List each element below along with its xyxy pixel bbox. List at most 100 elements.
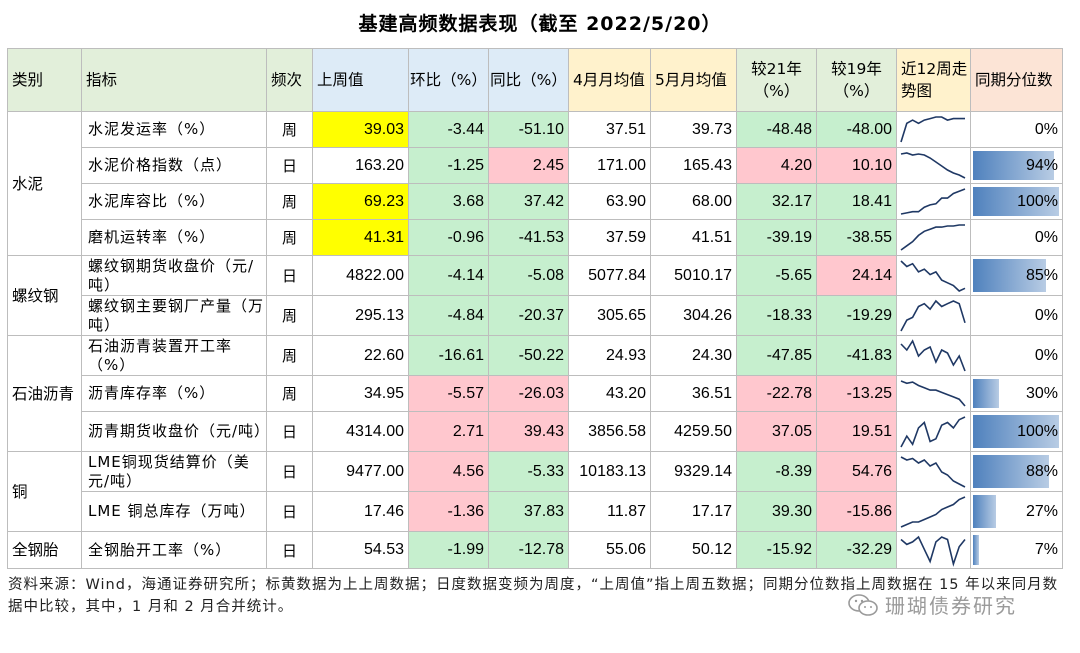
sparkline [900, 380, 966, 407]
apr-avg-cell: 63.90 [568, 183, 651, 220]
sparkline-cell [896, 335, 971, 376]
sparkline [900, 259, 966, 292]
percentile-cell: 0% [970, 295, 1063, 336]
yoy-cell: 37.42 [488, 183, 569, 220]
apr-avg-cell: 305.65 [568, 295, 651, 336]
vs21-cell: 4.20 [736, 147, 817, 184]
yoy-cell: -50.22 [488, 335, 569, 376]
category-cell: 铜 [7, 451, 82, 532]
percentile-cell: 100% [970, 183, 1063, 220]
yoy-cell: -26.03 [488, 375, 569, 412]
vs19-cell: -19.29 [816, 295, 897, 336]
sparkline-cell [896, 111, 971, 148]
last-week-cell: 9477.00 [312, 451, 409, 492]
table-title: 基建高频数据表现（截至 2022/5/20） [358, 13, 722, 35]
sparkline-cell [896, 491, 971, 532]
table-row: 螺纹钢主要钢厂产量（万吨）周 295.13 -4.84 -20.37 305.65 304… [8, 295, 1063, 336]
percentile-bar [973, 187, 1059, 216]
last-week-cell: 22.60 [312, 335, 409, 376]
header-row: 类别 指标 频次 上周值 环比（%） 同比（%） 4月月均值 5月月均值 较21… [7, 48, 1063, 112]
vs21-cell: -48.48 [736, 111, 817, 148]
yoy-cell: 39.43 [488, 411, 569, 452]
vs21-cell: -18.33 [736, 295, 817, 336]
sparkline-cell [896, 531, 971, 569]
sparkline [900, 188, 966, 215]
may-avg-cell: 17.17 [650, 491, 737, 532]
percentile-cell: 94% [970, 147, 1063, 184]
vs19-cell: -41.83 [816, 335, 897, 376]
sparkline-cell [896, 219, 971, 256]
sparkline-path [900, 338, 966, 371]
frequency-cell: 日 [266, 147, 313, 184]
wechat-icon [848, 593, 878, 616]
sparkline-cell [896, 451, 971, 492]
frequency-cell: 周 [266, 219, 313, 256]
sparkline [900, 116, 965, 143]
apr-avg-cell: 171.00 [568, 147, 651, 184]
table-row: 全钢胎 全钢胎开工率（%）日 54.53 -1.99 -12.78 55.06 50.12-… [7, 531, 1063, 569]
category-cell: 石油沥青 [7, 335, 82, 452]
mom-cell: -1.36 [408, 491, 489, 532]
percentile-bar [973, 151, 1054, 180]
table-row: 铜 LME铜现货结算价（美元/吨）日 9477.00 4.56 -5.33 10183.1… [7, 451, 1063, 532]
percentile-cell: 100% [970, 411, 1063, 452]
header-category: 类别 [7, 48, 82, 112]
last-week-cell: 41.31 [312, 219, 409, 256]
category-cell: 全钢胎 [7, 531, 82, 569]
sparkline-cell [896, 411, 971, 452]
mom-cell: -3.44 [408, 111, 489, 148]
table-row: 磨机运转率（%）周 41.31 -0.96 -41.53 37.59 41.51 -39.1… [8, 219, 1063, 256]
may-avg-cell: 50.12 [650, 531, 737, 569]
header-yoy: 同比（%） [488, 48, 569, 112]
sparkline [900, 415, 966, 447]
frequency-cell: 日 [266, 491, 313, 532]
may-avg-cell: 5010.17 [650, 255, 737, 296]
sparkline [900, 535, 966, 567]
yoy-cell: -51.10 [488, 111, 569, 148]
indicator-cell: 水泥库容比（%） [81, 183, 267, 220]
frequency-cell: 周 [266, 295, 313, 336]
frequency-cell: 日 [266, 531, 313, 569]
percentile-bar [973, 415, 1059, 448]
indicator-cell: 沥青期货收盘价（元/吨） [81, 411, 267, 452]
percentile-value: 0% [1034, 228, 1058, 246]
mom-cell: 2.71 [408, 411, 489, 452]
percentile-value: 27% [1025, 502, 1058, 520]
indicator-cell: 水泥价格指数（点） [81, 147, 267, 184]
header-indicator: 指标 [81, 48, 267, 112]
sparkline-cell [896, 147, 971, 184]
vs19-cell: 18.41 [816, 183, 897, 220]
may-avg-cell: 165.43 [650, 147, 737, 184]
indicator-cell: 螺纹钢主要钢厂产量（万吨） [81, 295, 267, 336]
vs19-cell: -15.86 [816, 491, 897, 532]
mom-cell: -4.84 [408, 295, 489, 336]
mom-cell: -16.61 [408, 335, 489, 376]
vs19-cell: 54.76 [816, 451, 897, 492]
may-avg-cell: 39.73 [650, 111, 737, 148]
mom-cell: -1.25 [408, 147, 489, 184]
vs19-cell: -48.00 [816, 111, 897, 148]
may-avg-cell: 24.30 [650, 335, 737, 376]
frequency-cell: 周 [266, 183, 313, 220]
yoy-cell: -20.37 [488, 295, 569, 336]
vs19-cell: 10.10 [816, 147, 897, 184]
last-week-cell: 34.95 [312, 375, 409, 412]
percentile-cell: 30% [970, 375, 1063, 412]
apr-avg-cell: 24.93 [568, 335, 651, 376]
yoy-cell: -12.78 [488, 531, 569, 569]
yoy-cell: -41.53 [488, 219, 569, 256]
sparkline-path [900, 415, 966, 447]
vs19-cell: -13.25 [816, 375, 897, 412]
percentile-value: 30% [1025, 384, 1058, 402]
frequency-cell: 日 [266, 451, 313, 492]
apr-avg-cell: 5077.84 [568, 255, 651, 296]
sparkline [900, 495, 966, 528]
indicator-cell: LME铜现货结算价（美元/吨） [81, 451, 267, 492]
sparkline-path [900, 535, 966, 567]
percentile-cell: 0% [970, 111, 1063, 148]
last-week-cell: 295.13 [312, 295, 409, 336]
last-week-cell: 163.20 [312, 147, 409, 184]
sparkline-cell [896, 183, 971, 220]
percentile-cell: 0% [970, 335, 1063, 376]
header-mom: 环比（%） [408, 48, 489, 112]
